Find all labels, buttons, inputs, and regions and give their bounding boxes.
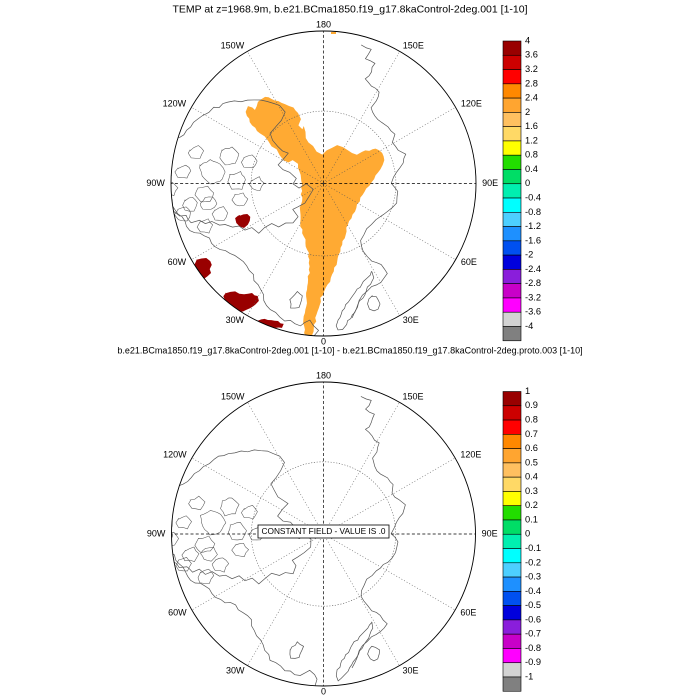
svg-text:b.e21.BCma1850.f19_g17.8kaCont: b.e21.BCma1850.f19_g17.8kaControl-2deg.0…: [117, 346, 582, 356]
svg-text:-0.5: -0.5: [525, 600, 541, 610]
svg-text:120E: 120E: [461, 99, 482, 109]
svg-text:2.4: 2.4: [525, 93, 538, 103]
svg-text:-3.2: -3.2: [525, 292, 541, 302]
svg-text:-2.4: -2.4: [525, 264, 541, 274]
svg-text:2: 2: [525, 107, 530, 117]
svg-text:90W: 90W: [146, 178, 165, 188]
svg-text:150E: 150E: [403, 391, 424, 401]
svg-text:30E: 30E: [403, 665, 419, 675]
svg-text:0.8: 0.8: [525, 150, 538, 160]
svg-text:-0.4: -0.4: [525, 192, 541, 202]
svg-text:-0.9: -0.9: [525, 657, 541, 667]
svg-text:0: 0: [525, 529, 530, 539]
svg-text:-1: -1: [525, 671, 533, 681]
svg-text:1.6: 1.6: [525, 121, 538, 131]
svg-text:180: 180: [316, 370, 331, 380]
svg-text:90E: 90E: [482, 528, 498, 538]
svg-text:0.1: 0.1: [525, 514, 538, 524]
svg-text:30W: 30W: [226, 315, 245, 325]
svg-text:-4: -4: [525, 321, 533, 331]
svg-text:60W: 60W: [168, 257, 187, 267]
svg-text:-3.6: -3.6: [525, 307, 541, 317]
svg-text:0.5: 0.5: [525, 457, 538, 467]
svg-text:0.3: 0.3: [525, 486, 538, 496]
svg-text:CONSTANT FIELD - VALUE IS .0: CONSTANT FIELD - VALUE IS .0: [262, 526, 386, 536]
svg-text:3.2: 3.2: [525, 64, 538, 74]
svg-text:-0.7: -0.7: [525, 629, 541, 639]
svg-text:60E: 60E: [461, 257, 477, 267]
svg-text:-0.3: -0.3: [525, 572, 541, 582]
svg-text:120E: 120E: [460, 449, 481, 459]
svg-text:0.4: 0.4: [525, 164, 538, 174]
svg-text:-0.8: -0.8: [525, 643, 541, 653]
svg-text:0.4: 0.4: [525, 472, 538, 482]
svg-text:2.8: 2.8: [525, 78, 538, 88]
svg-text:30E: 30E: [403, 315, 419, 325]
svg-text:0.2: 0.2: [525, 500, 538, 510]
svg-text:0: 0: [525, 178, 530, 188]
svg-text:-1.6: -1.6: [525, 235, 541, 245]
svg-text:0.8: 0.8: [525, 415, 538, 425]
svg-text:-0.6: -0.6: [525, 614, 541, 624]
svg-text:120W: 120W: [163, 449, 187, 459]
svg-text:180: 180: [316, 19, 331, 29]
svg-text:-1.2: -1.2: [525, 221, 541, 231]
svg-text:3.6: 3.6: [525, 50, 538, 60]
svg-text:0.6: 0.6: [525, 443, 538, 453]
svg-text:150E: 150E: [403, 41, 424, 51]
svg-text:150W: 150W: [221, 391, 245, 401]
svg-text:90E: 90E: [482, 178, 498, 188]
svg-text:1: 1: [525, 386, 530, 396]
svg-text:30W: 30W: [226, 665, 245, 675]
svg-text:1.2: 1.2: [525, 135, 538, 145]
svg-text:60W: 60W: [168, 607, 187, 617]
svg-text:120W: 120W: [163, 99, 187, 109]
svg-text:4: 4: [525, 35, 530, 45]
svg-text:90W: 90W: [147, 528, 166, 538]
svg-text:-0.1: -0.1: [525, 543, 541, 553]
svg-text:-0.4: -0.4: [525, 586, 541, 596]
svg-text:-2: -2: [525, 250, 533, 260]
svg-text:0.9: 0.9: [525, 400, 538, 410]
svg-text:150W: 150W: [221, 41, 245, 51]
svg-text:60E: 60E: [460, 607, 476, 617]
svg-text:TEMP at z=1968.9m, b.e21.BCma1: TEMP at z=1968.9m, b.e21.BCma1850.f19_g1…: [173, 4, 528, 16]
svg-text:-0.2: -0.2: [525, 557, 541, 567]
svg-text:0: 0: [321, 686, 326, 696]
svg-text:-2.8: -2.8: [525, 278, 541, 288]
svg-text:0.7: 0.7: [525, 429, 538, 439]
svg-text:-0.8: -0.8: [525, 207, 541, 217]
